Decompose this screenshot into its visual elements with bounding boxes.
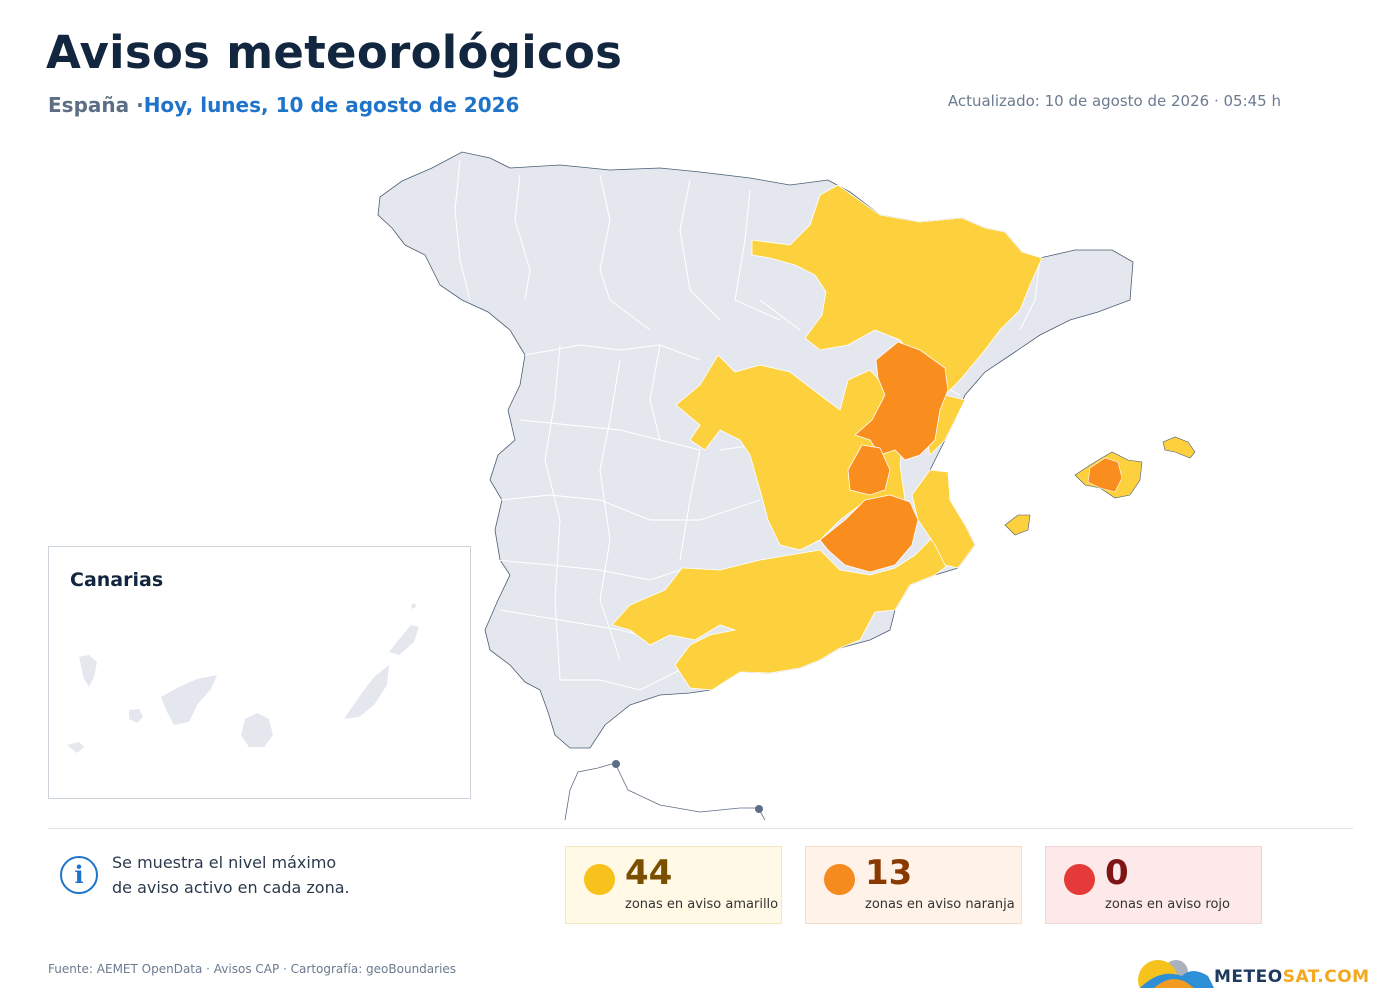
canarias-map [67,603,419,753]
zone-yellow-northeast[interactable] [751,184,1043,396]
ceuta-marker [612,760,620,768]
island-lanzarote[interactable] [389,625,419,655]
province-borders [454,159,1041,691]
yellow-dot-icon [584,864,615,895]
zone-yellow-south[interactable] [611,534,956,691]
island-la-graciosa[interactable] [411,603,416,609]
north-africa [564,762,766,821]
zone-yellow-valencia[interactable] [911,469,976,569]
updated-timestamp: Actualizado: 10 de agosto de 2026 · 05:4… [947,92,1281,110]
island-la-palma[interactable] [79,655,97,687]
canarias-inset[interactable]: Canarias [48,546,471,799]
summary-card-red: 0 zonas en aviso rojo [1045,846,1262,924]
subtitle: España ·Hoy, lunes, 10 de agosto de 2026 [48,93,519,117]
summary-card-orange: 13 zonas en aviso naranja [805,846,1022,924]
source-credit: Fuente: AEMET OpenData · Avisos CAP · Ca… [48,962,457,976]
red-count: 0 [1105,853,1129,893]
orange-dot-icon [824,864,855,895]
yellow-label: zonas en aviso amarillo [625,897,779,912]
island-el-hierro[interactable] [67,742,84,753]
red-label: zonas en aviso rojo [1105,897,1230,912]
info-text: Se muestra el nivel máximo de aviso acti… [112,850,382,900]
zone-orange-cuenca[interactable] [847,444,891,496]
island-gran-canaria[interactable] [241,713,273,747]
island-tenerife[interactable] [161,675,217,725]
zone-orange-albacete[interactable] [819,494,919,573]
red-dot-icon [1064,864,1095,895]
melilla-marker [755,805,763,813]
zone-orange-teruel[interactable] [854,341,949,461]
country-label: España [48,93,130,117]
orange-zones [819,341,1123,573]
island-fuerteventura[interactable] [344,665,389,719]
info-note: i Se muestra el nivel máximo de aviso ac… [60,850,382,900]
info-icon: i [60,856,98,894]
zone-yellow-ibiza[interactable] [1004,514,1031,536]
yellow-zones [611,184,1196,691]
info-line-2: de aviso activo en cada zona. [112,878,350,897]
logo-text: METEOSAT.COM [1214,967,1370,987]
zone-orange-mallorca[interactable] [1087,457,1123,493]
divider [48,828,1353,829]
orange-label: zonas en aviso naranja [865,897,1015,912]
subtitle-separator: · [129,93,144,117]
warnings-map[interactable] [0,130,1400,830]
inset-title: Canarias [70,569,164,591]
meteosat-logo[interactable]: METEOSAT.COM [1130,958,1369,1000]
zone-yellow-menorca[interactable] [1162,436,1196,459]
summary-card-yellow: 44 zonas en aviso amarillo [565,846,782,924]
orange-count: 13 [865,853,913,893]
yellow-count: 44 [625,853,673,893]
island-la-gomera[interactable] [129,709,143,723]
logo-cloud-icon [1138,960,1214,1000]
date-label: Hoy, lunes, 10 de agosto de 2026 [143,93,520,117]
page-title: Avisos meteorológicos [46,26,623,79]
info-line-1: Se muestra el nivel máximo [112,853,337,872]
